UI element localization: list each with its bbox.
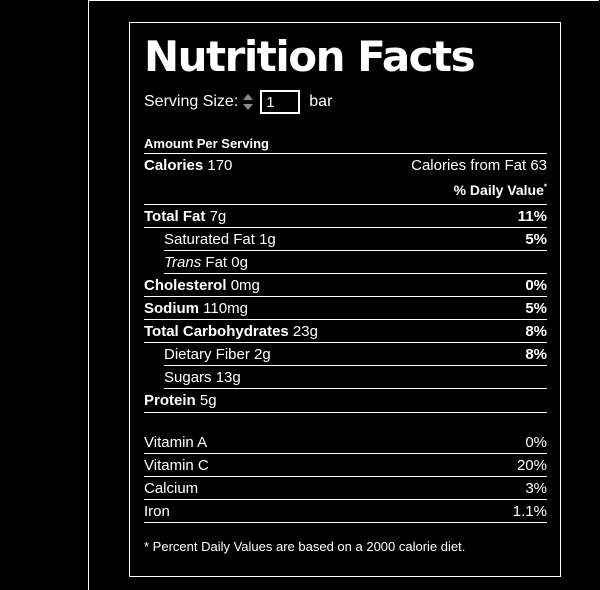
nutrient-name: Total Carbohydrates [144,322,289,340]
nutrient-name-italic: Trans [164,253,202,271]
nutrition-facts-panel: Nutrition Facts Serving Size: bar Amount… [129,22,561,577]
nutrition-title: Nutrition Facts [144,32,476,81]
nutrient-row-total-fat: Total Fat 7g 11% [144,205,547,228]
serving-size-label: Serving Size: [144,93,239,110]
vitamin-name: Iron [144,502,170,520]
nutrient-percent: 8% [525,322,547,340]
serving-size-row: Serving Size: bar [144,88,547,116]
calories: Calories 170 [144,157,232,174]
nutrient-name: Cholesterol [144,276,227,294]
nutrient-amount: 1g [259,230,276,248]
nutrient-percent: 11% [517,207,547,225]
daily-value-header-label: % Daily Value [453,182,544,198]
calories-value: 170 [207,157,233,174]
nutrient-name: Dietary Fiber [164,345,250,363]
calories-from-fat-value: 63 [530,157,547,174]
nutrient-amount: 7g [209,207,227,225]
section-divider [144,412,547,431]
vitamin-percent: 20% [516,456,547,474]
vitamin-row-calcium: Calcium 3% [144,477,547,500]
nutrient-amount: 13g [215,368,241,386]
daily-value-marker: * [543,182,547,192]
nutrient-amount: 23g [292,322,318,340]
amount-per-serving: Amount Per Serving [144,136,547,154]
calories-from-fat: Calories from Fat 63 [411,157,547,174]
nutrient-amount: 110mg [203,299,248,317]
vitamin-name: Calcium [144,479,199,497]
vitamin-name: Vitamin A [144,433,208,451]
nutrient-row-sugars: Sugars 13g [164,366,547,389]
nutrient-row-dietary-fiber: Dietary Fiber 2g 8% [164,343,547,366]
vitamin-row-a: Vitamin A 0% [144,431,547,454]
nutrient-row-sodium: Sodium 110mg 5% [144,297,547,320]
daily-value-header: % Daily Value* [144,177,547,205]
vitamin-name: Vitamin C [144,456,209,474]
nutrient-row-trans-fat: Trans Fat 0g [164,251,547,274]
nutrient-row-cholesterol: Cholesterol 0mg 0% [144,274,547,297]
nutrient-amount: 0g [231,253,248,271]
nutrient-percent: 0% [525,276,547,294]
calories-label: Calories [144,157,204,174]
calories-from-fat-label: Calories from Fat [411,157,527,174]
nutrient-amount: 0mg [230,276,260,294]
nutrient-row-protein: Protein 5g [144,389,547,412]
nutrient-row-total-carbohydrates: Total Carbohydrates 23g 8% [144,320,547,343]
vitamin-percent: 3% [525,479,547,497]
nutrient-amount: 2g [254,345,271,363]
vitamin-row-iron: Iron 1.1% [144,500,547,523]
serving-unit: bar [309,93,333,110]
nutrient-name: Protein [144,392,196,409]
nutrient-name: Saturated Fat [164,230,255,248]
daily-value-footnote: * Percent Daily Values are based on a 20… [144,539,466,554]
nutrient-amount: 5g [199,392,217,409]
vitamin-row-c: Vitamin C 20% [144,454,547,477]
serving-quantity-input[interactable] [260,90,301,114]
vitamin-percent: 1.1% [512,502,547,520]
nutrient-percent: 5% [525,299,547,317]
nutrient-name: Fat [205,253,228,271]
nutrient-name: Total Fat [144,207,206,225]
vitamin-percent: 0% [525,433,547,451]
stepper-icon[interactable] [242,93,254,111]
nutrient-percent: 8% [525,345,547,363]
nutrient-name: Sugars [164,368,212,386]
nutrient-percent: 5% [525,230,547,248]
calories-row: Calories 170 Calories from Fat 63 [144,154,547,177]
nutrient-row-saturated-fat: Saturated Fat 1g 5% [164,228,547,251]
nutrient-name: Sodium [144,299,199,317]
outer-frame [88,0,599,590]
